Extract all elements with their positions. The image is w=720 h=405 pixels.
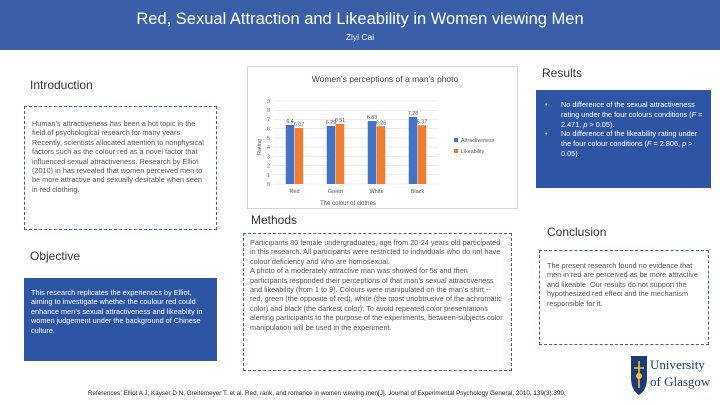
y-tick-label: 1 [267, 173, 270, 179]
results-list: • No difference of the sexual attractiven… [542, 100, 705, 159]
bar-attractiveness-green [326, 125, 336, 184]
university-logo: University of Glasgow [630, 353, 716, 397]
logo-line-1: University [650, 357, 705, 372]
introduction-text: Human’s attractiveness has been a hot to… [32, 119, 204, 194]
bar-attractiveness-red [285, 124, 295, 184]
results-box: • No difference of the sexual attractiven… [536, 90, 711, 188]
legend-swatch [454, 138, 458, 142]
legend-swatch [454, 149, 458, 153]
bar-likeability-red [294, 128, 304, 184]
y-tick-label: 4 [267, 145, 270, 151]
chart-ylabel: Rating [257, 139, 263, 155]
bar-attractiveness-black [408, 116, 418, 184]
bullet-icon: • [545, 129, 548, 139]
poster-author: Ziyi Cai [345, 32, 375, 42]
x-tick-label: White [369, 189, 383, 195]
y-tick-label: 2 [267, 164, 270, 170]
poster-header: Red, Sexual Attraction and Likeability i… [0, 0, 720, 50]
results-item-attractiveness: • No difference of the sexual attractiven… [545, 100, 703, 129]
bar-likeability-green [335, 123, 345, 184]
chart-bars: 6.46.07 Red 6.296.51 Green 6.836.26 White 7.28… [285, 111, 427, 195]
x-tick-label: Black [411, 189, 425, 195]
data-label: 6.29 [326, 120, 336, 126]
data-label: 6.51 [335, 118, 345, 124]
chart-legend: Attractiveness Likeability [454, 138, 495, 155]
bar-chart: Women’s perceptions of a man’s photo Rat… [247, 66, 518, 209]
methods-text-participants: Participants 80 female undergraduates, a… [250, 238, 501, 266]
y-tick-label: 5 [267, 136, 270, 142]
y-tick-label: 9 [267, 99, 270, 105]
y-tick-label: 8 [267, 108, 270, 114]
chart-title: Women’s perceptions of a man’s photo [312, 74, 459, 84]
objective-heading: Objective [30, 249, 81, 263]
data-label: 6.37 [417, 119, 427, 125]
conclusion-heading: Conclusion [547, 225, 607, 239]
methods-box: Participants 80 female undergraduates, a… [243, 233, 512, 371]
bar-likeability-black [417, 125, 427, 184]
results-heading: Results [542, 66, 583, 80]
conclusion-text: The present research found no evidence t… [547, 261, 698, 308]
y-tick-label: 6 [267, 127, 270, 133]
introduction-box: Human’s attractiveness has been a hot to… [24, 106, 217, 230]
crest-icon [631, 356, 647, 395]
logo-line-2: of Glasgow [650, 374, 711, 389]
y-tick-label: 0 [267, 182, 270, 188]
methods-text-procedure: A photo of a moderately attractive man w… [250, 266, 503, 332]
conclusion-box: The present research found no evidence t… [539, 250, 709, 345]
legend-label: Attractiveness [461, 138, 495, 144]
y-tick-label: 3 [267, 154, 270, 160]
bar-likeability-white [376, 126, 386, 184]
introduction-heading: Introduction [30, 78, 93, 92]
results-item-likeability: • No difference of the likeability rating… [545, 129, 698, 158]
chart-xlabel: The colour of clothes [320, 201, 376, 207]
data-label: 7.28 [408, 111, 418, 117]
bar-attractiveness-white [367, 121, 377, 184]
bullet-icon: • [545, 100, 548, 109]
data-label: 6.26 [376, 120, 386, 126]
chart-svg: Women’s perceptions of a man’s photo Rat… [257, 74, 495, 207]
data-label: 6.07 [294, 122, 304, 128]
data-label: 6.83 [367, 115, 377, 121]
references: References: Elliot A J, Kayser D N, Grei… [88, 390, 566, 397]
data-label: 6.4 [286, 119, 293, 125]
legend-label: Likeability [461, 149, 485, 155]
poster-title: Red, Sexual Attraction and Likeability i… [136, 10, 584, 28]
objective-box: This research replicates the experiences… [24, 278, 217, 361]
objective-text: This research replicates the experiences… [31, 288, 203, 335]
x-tick-label: Red [289, 189, 299, 195]
y-tick-label: 7 [267, 117, 270, 123]
x-tick-label: Green [328, 189, 343, 195]
methods-heading: Methods [251, 213, 298, 227]
